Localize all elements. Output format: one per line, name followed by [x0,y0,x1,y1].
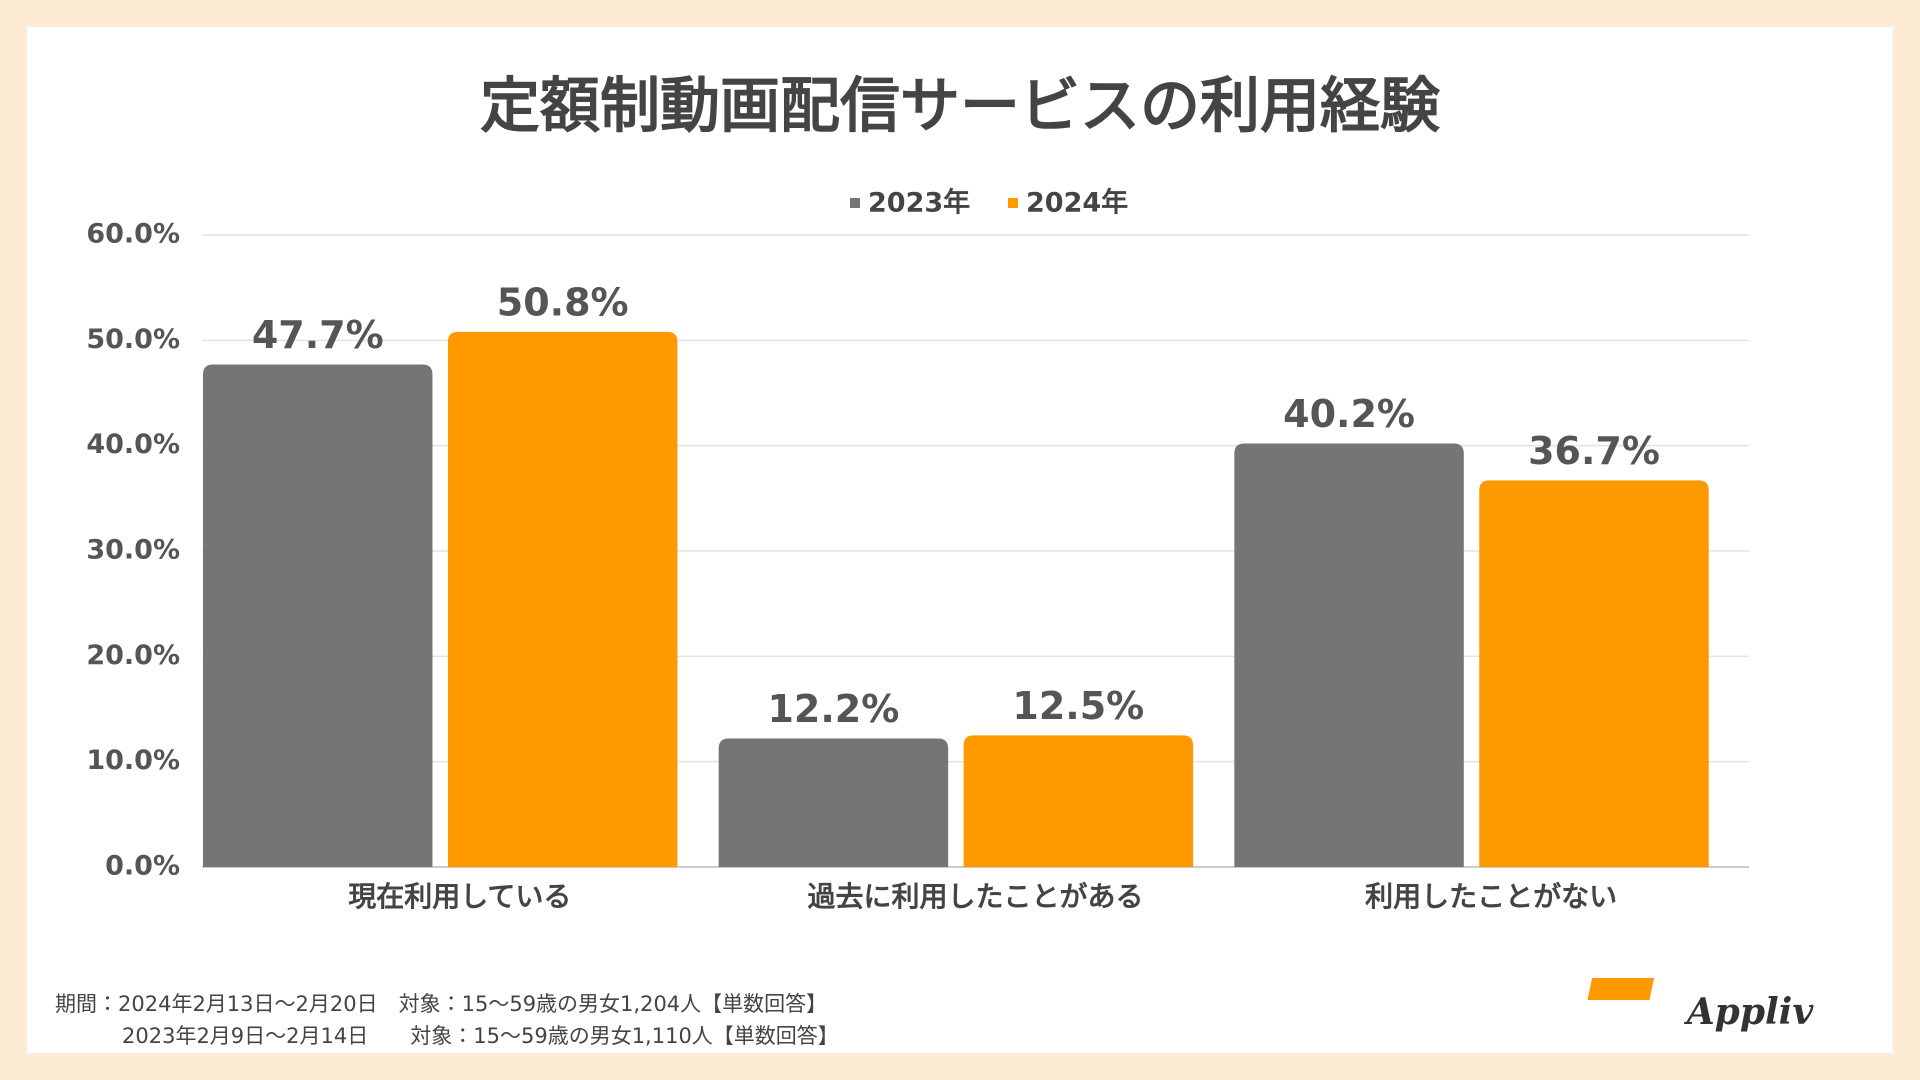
value-label: 12.2% [767,687,899,731]
bar [1479,480,1709,867]
y-tick-label: 20.0% [86,640,180,671]
footnote: 2023年2月9日〜2月14日 対象：15〜59歳の男女1,110人【単数回答】 [122,1024,839,1048]
y-tick-label: 10.0% [86,745,180,776]
legend-label: 2023年 [868,187,970,219]
bar [963,735,1194,867]
y-tick-label: 40.0% [86,429,180,460]
value-label: 12.5% [1012,684,1144,728]
value-label: 47.7% [252,313,384,357]
x-tick-label: 現在利用している [348,880,571,913]
bar [1234,443,1464,867]
x-tick-label: 過去に利用したことがある [807,880,1143,913]
y-tick-label: 60.0% [86,219,180,250]
x-tick-label: 利用したことがない [1365,880,1617,913]
logo: TOPICS Appliv [1587,978,1849,1033]
bar [718,738,949,867]
bar [447,331,678,867]
y-tick-label: 0.0% [105,851,180,882]
chart-title: 定額制動画配信サービスの利用経験 [480,72,1441,142]
logo-badge-text: TOPICS [1791,982,1849,998]
logo-badge [1587,978,1655,1000]
value-label: 40.2% [1283,392,1415,436]
value-label: 50.8% [497,280,629,324]
logo-text: Appliv [1684,991,1815,1033]
legend-label: 2024年 [1026,187,1128,219]
legend-swatch [1008,198,1018,208]
value-label: 36.7% [1528,429,1660,473]
y-tick-label: 50.0% [86,324,180,355]
bar [203,364,433,867]
legend-swatch [850,198,860,208]
footnote: 期間：2024年2月13日〜2月20日 対象：15〜59歳の男女1,204人【単… [55,992,827,1016]
y-tick-label: 30.0% [86,535,180,566]
